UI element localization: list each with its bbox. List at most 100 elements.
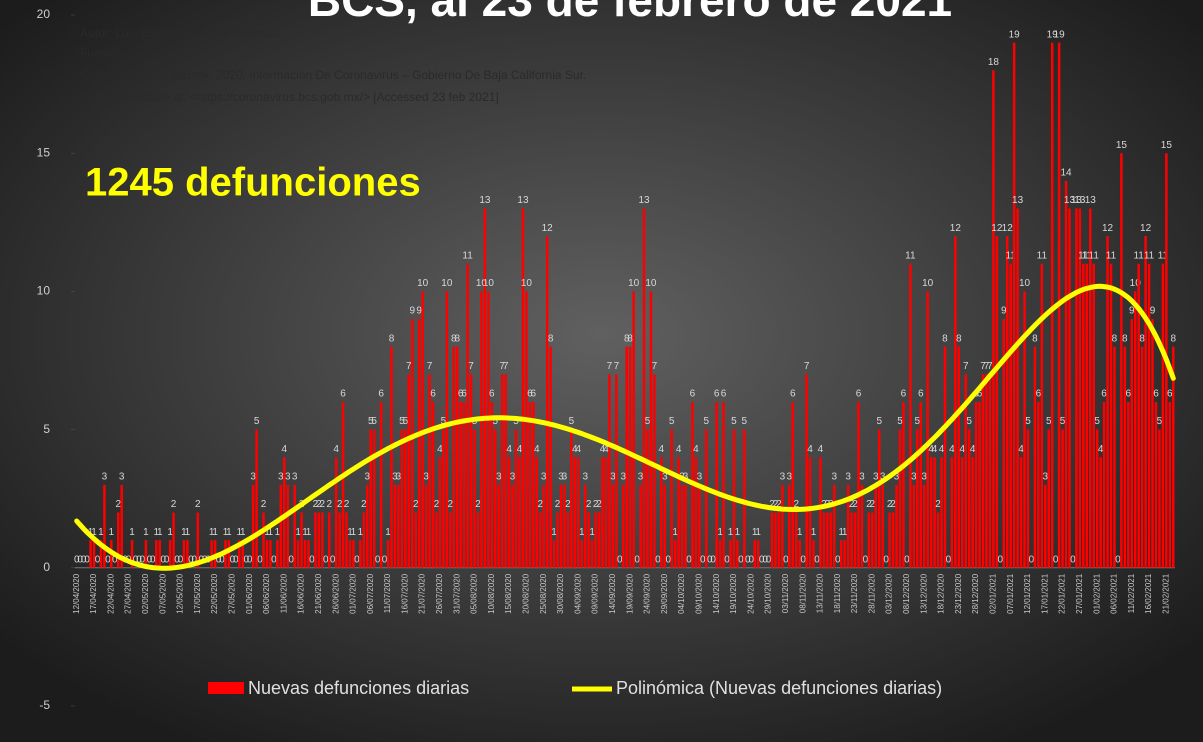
bar (283, 457, 286, 568)
bar (241, 540, 245, 568)
bar (1137, 263, 1140, 568)
bar (625, 346, 628, 568)
data-label: 12 (1140, 223, 1152, 234)
bar (684, 484, 687, 568)
bar (1089, 208, 1092, 568)
data-label: 1 (91, 527, 97, 538)
data-label: 3 (562, 472, 568, 483)
bar (521, 208, 525, 568)
data-label: 9 (1001, 306, 1007, 317)
bar (774, 512, 777, 568)
data-label: 0 (745, 554, 751, 565)
bar (718, 540, 722, 568)
data-label: 6 (790, 389, 796, 400)
bar (653, 374, 656, 568)
x-tick-label: 15/08/2020 (504, 573, 513, 614)
x-tick-label: 12/05/2020 (176, 573, 185, 614)
data-label: 5 (1094, 416, 1100, 427)
data-label: 2 (115, 499, 121, 510)
data-label: 1 (223, 527, 229, 538)
data-label: 0 (133, 554, 139, 565)
data-label: 0 (147, 554, 153, 565)
data-label: 9 (1150, 306, 1156, 317)
data-label: 4 (693, 444, 699, 455)
data-label: 7 (499, 361, 505, 372)
data-label: 4 (437, 444, 443, 455)
data-label: 5 (897, 416, 903, 427)
data-label: 0 (84, 554, 90, 565)
data-label: 2 (413, 499, 419, 510)
data-label: 4 (939, 444, 945, 455)
data-label: 7 (652, 361, 658, 372)
bar (974, 401, 978, 568)
bar (895, 484, 898, 568)
data-label: 1 (302, 527, 308, 538)
bar (341, 401, 345, 568)
data-label: 0 (710, 554, 716, 565)
data-label: 12 (991, 223, 1003, 234)
data-label: 4 (1098, 444, 1104, 455)
bar (1099, 457, 1102, 568)
data-label: 3 (780, 472, 786, 483)
data-label: 3 (510, 472, 516, 483)
data-label: 4 (818, 444, 824, 455)
data-label: 0 (759, 554, 765, 565)
data-label: 0 (998, 554, 1004, 565)
data-label: 11 (1158, 250, 1169, 261)
bar (622, 484, 625, 568)
x-tick-label: 06/06/2020 (262, 573, 271, 614)
bar (967, 429, 971, 568)
data-label: 1 (838, 527, 844, 538)
data-label: 4 (807, 444, 813, 455)
data-label: 8 (942, 333, 948, 344)
x-tick-label: 09/10/2020 (694, 573, 703, 614)
bar (1047, 429, 1050, 568)
bar (469, 374, 473, 568)
data-label: 7 (614, 361, 620, 372)
data-label: 0 (814, 554, 820, 565)
data-label: 3 (911, 472, 917, 483)
bar (473, 429, 476, 568)
data-label: 14 (1060, 167, 1072, 178)
bar (988, 374, 992, 568)
x-tick-label: 04/10/2020 (677, 573, 686, 614)
bar (715, 401, 718, 568)
x-tick-label: 12/01/2021 (1023, 573, 1032, 614)
data-label: 0 (863, 554, 869, 565)
data-label: 15 (1116, 140, 1128, 151)
data-label: 2 (849, 499, 855, 510)
data-label: 13 (1012, 195, 1024, 206)
bar (985, 374, 988, 568)
data-label: 11 (1133, 250, 1144, 261)
bar (476, 512, 480, 568)
bar (462, 401, 466, 568)
data-label: 1 (154, 527, 160, 538)
bar (1140, 346, 1144, 568)
data-label: 10 (922, 278, 934, 289)
data-label: 1 (752, 527, 758, 538)
bar (1161, 263, 1165, 568)
bar (1023, 291, 1026, 568)
data-label: 4 (970, 444, 976, 455)
bar (186, 540, 189, 568)
data-label: 4 (1018, 444, 1024, 455)
data-label: 2 (195, 499, 201, 510)
x-tick-label: 18/11/2020 (833, 573, 842, 613)
data-label: 12 (542, 223, 554, 234)
bar (168, 540, 172, 568)
bar (1012, 42, 1016, 568)
bar (514, 429, 518, 568)
data-label: 4 (949, 444, 955, 455)
bar (1085, 263, 1089, 568)
data-label: 5 (1025, 416, 1031, 427)
bar (781, 484, 784, 568)
data-label: 9 (416, 306, 422, 317)
bar (794, 512, 798, 568)
data-label: 3 (683, 472, 689, 483)
bar (770, 512, 774, 568)
data-label: 2 (434, 499, 440, 510)
x-tick-label: 16/02/2021 (1144, 573, 1153, 614)
bar (926, 291, 929, 568)
bar (1064, 180, 1068, 568)
bar (366, 484, 369, 568)
